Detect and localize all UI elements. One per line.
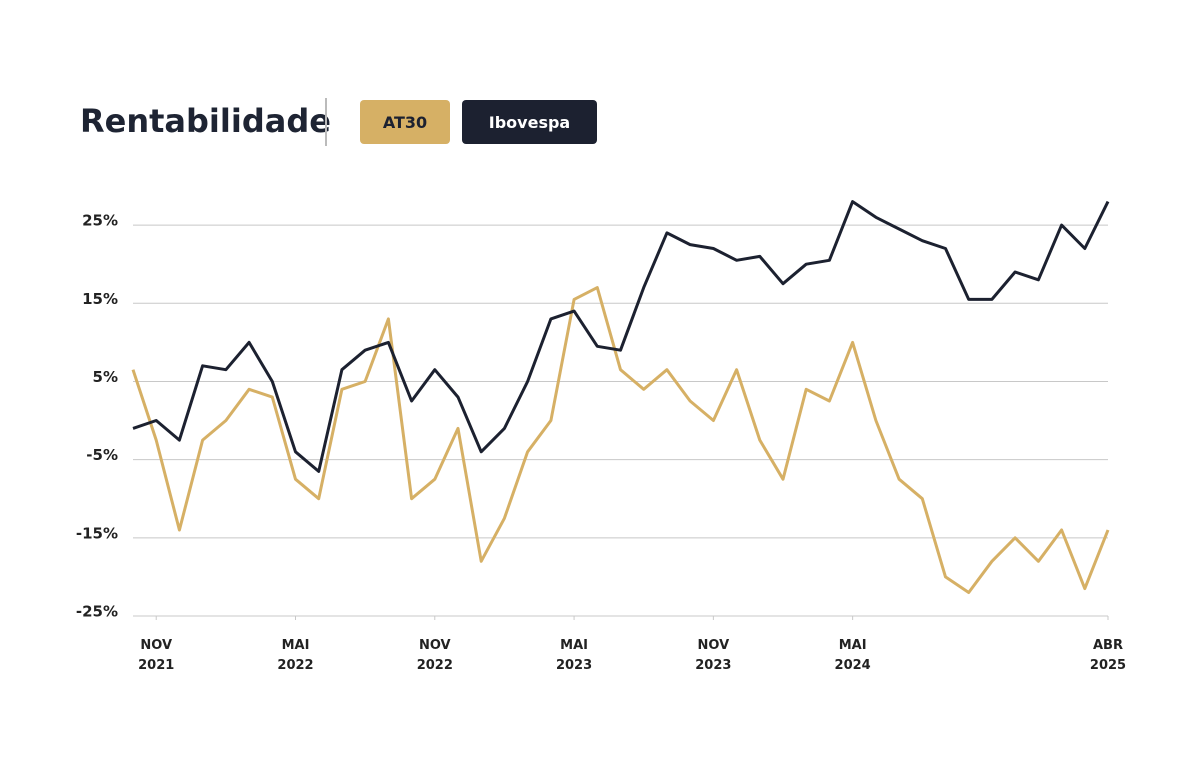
- x-tick-label: MAI 2023: [555, 638, 593, 673]
- y-tick-label: -5%: [86, 446, 118, 464]
- y-tick-label: -25%: [76, 603, 118, 621]
- legend-entry[interactable]: AT30: [360, 100, 450, 144]
- divider: [325, 98, 327, 146]
- x-tick-label: ABR 2025: [1089, 638, 1127, 673]
- y-tick-label: -15%: [76, 524, 118, 542]
- x-tick-label: NOV 2022: [416, 638, 453, 673]
- x-tick-label: MAI 2022: [277, 638, 314, 673]
- legend-entry[interactable]: Ibovespa: [462, 100, 597, 144]
- y-tick-label: 5%: [93, 368, 118, 386]
- x-tick-label: MAI 2024: [834, 638, 871, 673]
- y-tick-label: 25%: [82, 212, 118, 230]
- chart-title: Rentabilidade: [80, 102, 331, 140]
- series-line: [132, 200, 1110, 473]
- y-tick-label: 15%: [82, 290, 118, 308]
- series-line: [131, 286, 1110, 594]
- x-tick-label: NOV 2021: [138, 638, 175, 673]
- x-tick-label: NOV 2023: [695, 638, 732, 673]
